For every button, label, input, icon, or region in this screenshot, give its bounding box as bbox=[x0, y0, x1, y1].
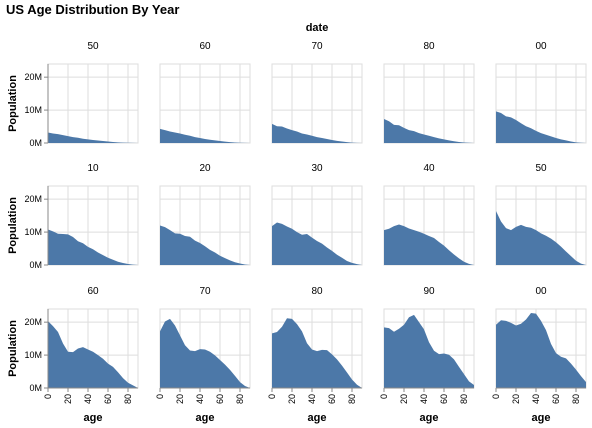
y-tick-label: 0M bbox=[29, 260, 42, 270]
facet-label: 20 bbox=[199, 163, 211, 174]
facet-label: 50 bbox=[535, 163, 547, 174]
facet-panel: 60 bbox=[159, 41, 251, 144]
facet-label: 00 bbox=[535, 41, 547, 52]
x-tick-label: 20 bbox=[287, 394, 297, 404]
y-tick-label: 10M bbox=[24, 350, 42, 360]
facet-label: 80 bbox=[423, 41, 435, 52]
facet-label: 70 bbox=[311, 41, 323, 52]
x-tick-label: 20 bbox=[63, 394, 73, 404]
x-tick-label: 0 bbox=[379, 394, 389, 399]
x-tick-label: 0 bbox=[43, 394, 53, 399]
x-tick-label: 60 bbox=[327, 394, 337, 404]
facet-panel: 00 bbox=[495, 41, 587, 144]
population-area bbox=[48, 132, 138, 143]
panel-frame bbox=[47, 63, 139, 144]
y-axis-title: Population bbox=[7, 197, 19, 254]
population-area bbox=[160, 128, 250, 143]
population-area bbox=[496, 312, 586, 388]
facet-label: 60 bbox=[199, 41, 211, 52]
x-tick-label: 20 bbox=[175, 394, 185, 404]
chart-title: US Age Distribution By Year bbox=[6, 2, 179, 17]
facet-label: 30 bbox=[311, 163, 323, 174]
y-tick-label: 0M bbox=[29, 383, 42, 393]
x-tick-label: 40 bbox=[83, 394, 93, 404]
x-axis-title: age bbox=[84, 412, 103, 424]
facet-label: 80 bbox=[311, 286, 323, 297]
x-tick-label: 40 bbox=[531, 394, 541, 404]
population-area bbox=[272, 123, 362, 143]
facet-label: 50 bbox=[87, 41, 99, 52]
population-area bbox=[160, 225, 250, 265]
facet-label: 40 bbox=[423, 163, 435, 174]
facet-panel: 40 bbox=[383, 163, 475, 266]
population-area bbox=[272, 222, 362, 265]
population-area bbox=[160, 318, 250, 388]
x-tick-label: 40 bbox=[195, 394, 205, 404]
facet-panel: 50 0M 10M 20M Population bbox=[7, 41, 139, 148]
y-tick-label: 20M bbox=[24, 317, 42, 327]
x-tick-label: 0 bbox=[155, 394, 165, 399]
facet-panel: 10 0M 10M 20M Population bbox=[7, 163, 139, 270]
panel-frame bbox=[159, 63, 251, 144]
facet-label: 70 bbox=[199, 286, 211, 297]
x-tick-label: 60 bbox=[215, 394, 225, 404]
y-tick-label: 20M bbox=[24, 194, 42, 204]
x-tick-label: 80 bbox=[459, 394, 469, 404]
facet-panel: 90 0 20 40 60 80 age bbox=[379, 286, 475, 424]
x-tick-label: 60 bbox=[551, 394, 561, 404]
x-axis-title: age bbox=[420, 412, 439, 424]
facet-label: 60 bbox=[87, 286, 99, 297]
population-area bbox=[48, 229, 138, 265]
population-area bbox=[384, 314, 474, 388]
population-area bbox=[384, 224, 474, 265]
x-axis-title: age bbox=[532, 412, 551, 424]
y-tick-label: 10M bbox=[24, 227, 42, 237]
y-tick-label: 10M bbox=[24, 105, 42, 115]
facet-panel: 70 0 20 40 60 80 age bbox=[155, 286, 251, 424]
population-area bbox=[384, 118, 474, 143]
facet-label: 10 bbox=[87, 163, 99, 174]
facet-panel: 30 bbox=[271, 163, 363, 266]
x-tick-label: 20 bbox=[399, 394, 409, 404]
facet-title: date bbox=[306, 22, 329, 34]
x-tick-label: 80 bbox=[235, 394, 245, 404]
facet-panel: 60 0M 10M 20M Population 0 20 40 60 80 age bbox=[7, 286, 139, 424]
x-tick-label: 80 bbox=[347, 394, 357, 404]
x-tick-label: 60 bbox=[103, 394, 113, 404]
facet-panel: 50 bbox=[495, 163, 587, 266]
y-axis-title: Population bbox=[7, 75, 19, 132]
y-axis-title: Population bbox=[7, 320, 19, 377]
x-axis-title: age bbox=[196, 412, 215, 424]
facet-panel: 20 bbox=[159, 163, 251, 266]
x-axis-title: age bbox=[308, 412, 327, 424]
facet-panel: 80 0 20 40 60 80 age bbox=[267, 286, 363, 424]
x-tick-label: 80 bbox=[123, 394, 133, 404]
facet-label: 90 bbox=[423, 286, 435, 297]
population-area bbox=[496, 211, 586, 265]
x-tick-label: 60 bbox=[439, 394, 449, 404]
population-area bbox=[272, 318, 362, 388]
x-tick-label: 40 bbox=[419, 394, 429, 404]
x-tick-label: 40 bbox=[307, 394, 317, 404]
facet-label: 00 bbox=[535, 286, 547, 297]
y-tick-label: 20M bbox=[24, 72, 42, 82]
x-tick-label: 20 bbox=[511, 394, 521, 404]
y-tick-label: 0M bbox=[29, 138, 42, 148]
x-tick-label: 0 bbox=[491, 394, 501, 399]
population-area bbox=[48, 321, 138, 388]
x-tick-label: 80 bbox=[571, 394, 581, 404]
facet-panel: 70 bbox=[271, 41, 363, 144]
x-tick-label: 0 bbox=[267, 394, 277, 399]
facet-panel: 80 bbox=[383, 41, 475, 144]
population-area bbox=[496, 111, 586, 143]
